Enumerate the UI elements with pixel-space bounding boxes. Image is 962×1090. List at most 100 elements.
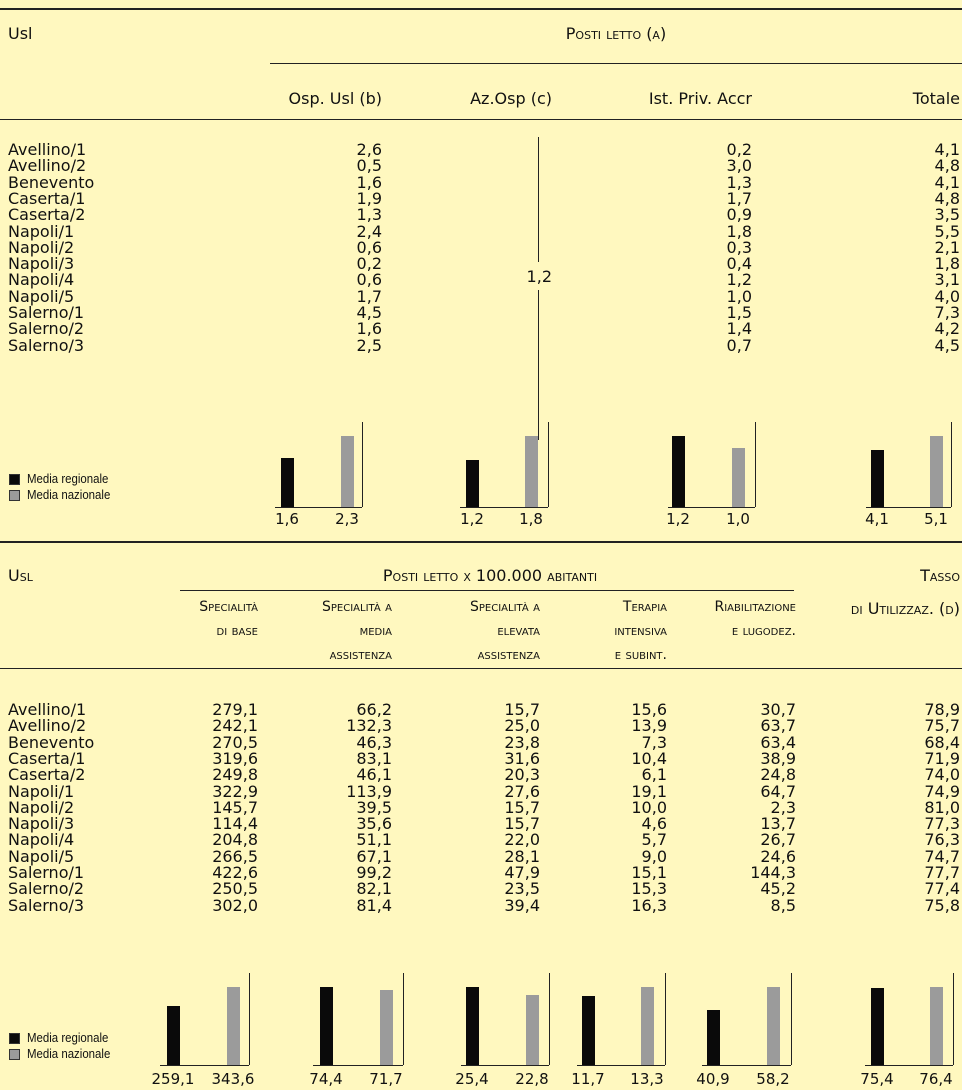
table1-bar-national [341, 436, 354, 507]
table2-bar-national [767, 987, 780, 1065]
table2-label-national: 58,2 [756, 1070, 790, 1088]
table2-usl-header: Usl [8, 566, 33, 585]
table2-label-national: 76,4 [919, 1070, 953, 1088]
table1-bar-regional [871, 449, 884, 507]
table2-row-value: 7,3 [641, 732, 667, 752]
table2-row-value: 422,6 [212, 863, 258, 882]
table2-row-value: 9,0 [641, 846, 667, 866]
table2-row-value: 20,3 [504, 765, 540, 785]
table2-chart-axis [791, 973, 792, 1065]
table2-chart-baseline [160, 1065, 249, 1066]
table2-row-value: 66,2 [356, 700, 392, 719]
table1-label-national: 1,8 [519, 510, 543, 528]
table1-header-rule [0, 119, 962, 120]
table1-row-priv: 1,2 [726, 270, 752, 290]
table1-group-rule [270, 63, 962, 64]
table1-label-national: 5,1 [924, 510, 948, 528]
table1-row-osp: 1,3 [356, 205, 382, 225]
table2-row-usl: Caserta/1 [8, 748, 86, 768]
table2-row-value: 74,0 [924, 765, 960, 785]
table1-row-priv: 1,8 [726, 221, 752, 241]
col-header-totale: Totale [912, 89, 960, 108]
table1-usl-header: Usl [8, 24, 33, 43]
table1-row-osp: 1,6 [356, 319, 382, 339]
table2-row-usl: Avellino/2 [8, 716, 87, 736]
table2-row-value: 83,1 [356, 748, 392, 768]
table1-row-priv: 1,7 [726, 188, 752, 208]
table2-row-value: 132,3 [346, 716, 392, 736]
table2-col-header-line: Specialità [199, 599, 258, 615]
table2-row-value: 63,7 [760, 716, 796, 736]
table2-row-value: 8,5 [770, 895, 796, 915]
table1-row-totale: 4,1 [934, 140, 960, 159]
table1-row-totale: 4,1 [934, 172, 960, 192]
table2-bar-regional [582, 996, 595, 1065]
table2-row-value: 319,6 [212, 748, 258, 768]
table2-col-header-line: Terapia [622, 599, 667, 615]
table1-row-priv: 1,5 [726, 303, 752, 322]
table2-tasso-header-1: Tasso [920, 566, 960, 585]
table1-label-regional: 1,6 [275, 510, 299, 528]
table2-row-usl: Salerno/2 [8, 879, 85, 899]
table2-chart-baseline [313, 1065, 403, 1066]
table2-row-value: 114,4 [212, 814, 258, 834]
table2-bar-national [641, 987, 654, 1065]
table1-chart-baseline [668, 507, 755, 508]
table2-row-value: 81,4 [356, 895, 392, 915]
table2-row-value: 78,9 [924, 700, 960, 719]
table2-bar-national [930, 987, 943, 1065]
table2-header-rule [0, 668, 962, 669]
azosp-merged-value: 1,2 [526, 267, 552, 286]
table1-row-osp: 4,5 [356, 303, 382, 322]
table2-bar-regional [466, 987, 479, 1065]
table2-row-value: 28,1 [504, 846, 540, 866]
table1-row-osp: 1,7 [356, 286, 382, 306]
table2-col-header-line: e lugodez. [731, 623, 796, 639]
table1-chart-axis [362, 422, 363, 507]
table1-row-totale: 3,1 [934, 270, 960, 290]
table1-row-totale: 5,5 [934, 221, 960, 241]
table1-row-usl: Napoli/1 [8, 221, 75, 241]
table1-row-priv: 0,4 [726, 254, 752, 274]
table2-bar-national [227, 987, 240, 1065]
table2-row-value: 27,6 [504, 781, 540, 801]
table2-col-header-line: Riabilitazione [714, 599, 797, 615]
table2-label-national: 22,8 [515, 1070, 549, 1088]
table2-bar-regional [167, 1006, 180, 1065]
table2-row-value: 22,0 [504, 830, 540, 850]
table2-chart-axis [249, 973, 250, 1065]
table2-col-header-line: intensiva [614, 623, 667, 639]
legend1-regional-label: Media regionale [27, 471, 109, 486]
table2-row-usl: Benevento [8, 732, 95, 752]
table2-chart-baseline [702, 1065, 791, 1066]
table2-chart-axis [665, 973, 666, 1065]
table1-row-totale: 7,3 [934, 303, 960, 322]
table2-row-value: 82,1 [356, 879, 392, 899]
table2-row-value: 15,6 [631, 700, 667, 719]
table2-row-value: 31,6 [504, 748, 540, 768]
table2-col-header-line: assistenza [477, 647, 540, 663]
table2-row-value: 15,7 [504, 700, 540, 719]
table1-row-totale: 4,5 [934, 335, 960, 355]
table1-row-totale: 2,1 [934, 237, 960, 257]
table1-label-national: 1,0 [726, 510, 750, 528]
table2-row-usl: Caserta/2 [8, 765, 86, 785]
table1-row-totale: 4,2 [934, 319, 960, 339]
table1-chart-axis [755, 422, 756, 507]
table2-row-value: 63,4 [760, 732, 796, 752]
table2-col-header-line: e subint. [614, 647, 667, 663]
table1-row-osp: 0,5 [356, 156, 382, 176]
table2-row-usl: Napoli/5 [8, 846, 75, 866]
table2-row-value: 25,0 [504, 716, 540, 736]
table1-row-osp: 0,2 [356, 254, 382, 274]
table2-row-value: 23,8 [504, 732, 540, 752]
top-rule [0, 8, 962, 10]
table2-row-value: 15,1 [631, 863, 667, 882]
table2-row-value: 45,2 [760, 879, 796, 899]
legend1-regional-swatch [9, 474, 20, 485]
legend2-regional-label: Media regionale [27, 1030, 109, 1045]
table2-row-value: 38,9 [760, 748, 796, 768]
table2-row-value: 302,0 [212, 895, 258, 915]
table2-label-regional: 75,4 [860, 1070, 894, 1088]
table2-row-value: 10,4 [631, 748, 667, 768]
